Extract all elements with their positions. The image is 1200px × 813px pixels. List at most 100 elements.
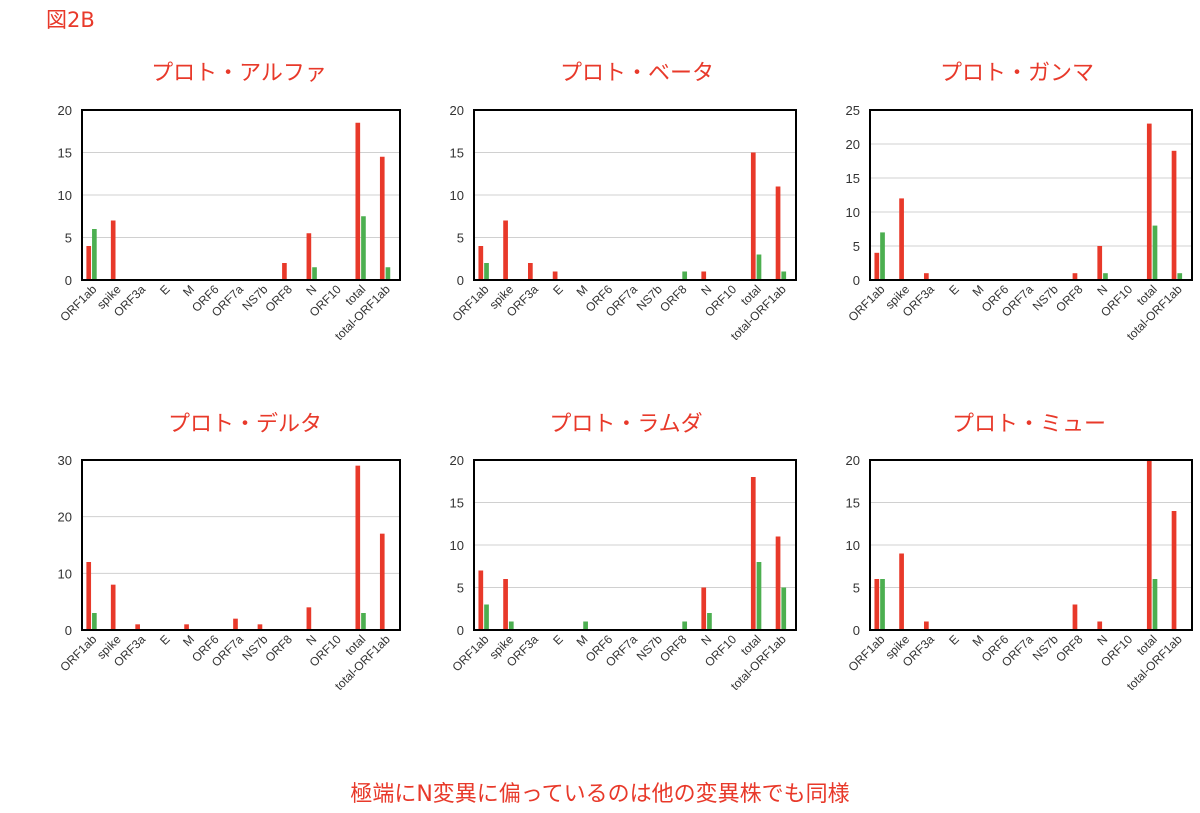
x-category-label: M [180,632,197,649]
y-tick-label: 10 [450,538,464,553]
chart-title-alpha: プロト・アルファ [151,61,327,86]
plot-frame [81,459,401,631]
y-tick-label: 5 [457,581,464,596]
y-tick-label: 20 [58,103,72,118]
bar [1072,604,1078,630]
bar [756,254,762,280]
bar [1152,225,1158,280]
bar [750,152,756,280]
bar [135,624,140,630]
bar [184,624,189,630]
x-category-label: N [698,632,714,648]
bar [1103,273,1108,280]
y-tick-label: 15 [846,171,860,186]
plot-frame [473,109,797,281]
x-category-label: ORF8 [262,632,295,665]
bar [874,252,880,280]
bar [583,621,588,630]
y-tick-label: 5 [853,581,860,596]
x-category-label: E [946,282,962,298]
bar [503,220,508,280]
bar [282,263,287,280]
bar [682,271,688,280]
y-tick-label: 30 [58,453,72,468]
bar [1146,460,1152,630]
x-category-label: N [303,632,319,648]
bar [701,271,707,280]
chart-title-beta: プロト・ベータ [559,61,714,86]
y-tick-label: 15 [58,146,72,161]
y-tick-label: 0 [65,623,72,638]
x-category-label: E [157,282,173,298]
x-category-label: M [970,632,987,649]
bar [701,587,707,630]
x-category-label: E [946,632,962,648]
y-tick-label: 0 [853,623,860,638]
chart-title-mu: プロト・ミュー [951,412,1106,437]
bar [1072,273,1078,280]
x-category-label: M [574,632,591,649]
y-tick-label: 10 [846,205,860,220]
y-tick-label: 5 [853,239,860,254]
y-tick-label: 15 [450,496,464,511]
y-tick-label: 25 [846,103,860,118]
x-category-label: E [550,632,566,648]
bar [257,624,263,630]
bar [923,621,929,630]
x-category-label: M [970,282,987,299]
bar [306,607,312,630]
bar [750,477,756,630]
bar [880,579,885,630]
bar [682,621,688,630]
bar [355,122,361,280]
figure-label: 図2B [46,8,95,32]
bar [923,273,929,280]
bar [110,584,116,630]
bar [781,587,787,630]
y-tick-label: 10 [58,566,72,581]
x-category-label: ORF1ab [450,282,492,324]
bar [86,562,92,630]
y-tick-label: 20 [450,453,464,468]
bar [899,553,904,630]
bar [361,216,366,280]
x-category-label: N [303,282,319,298]
x-category-label: ORF8 [1053,632,1086,665]
bar [86,246,92,280]
x-category-label: ORF1ab [846,282,888,324]
chart-title-lambda: プロト・ラムダ [549,412,703,437]
bar [110,220,116,280]
plot-frame [473,459,797,631]
bar [484,263,489,280]
bar [1171,511,1177,630]
bar [775,186,781,280]
bar [355,465,361,630]
x-category-label: ORF8 [657,632,690,665]
bar [781,271,787,280]
x-category-label: N [1094,632,1110,648]
bar [385,267,391,280]
bar [379,533,385,630]
bar [880,232,885,280]
y-tick-label: 15 [846,496,860,511]
plot-frame [869,459,1193,631]
bar [508,621,514,630]
y-tick-label: 0 [65,273,72,288]
bar [306,233,312,280]
bar [1177,273,1183,280]
plot-frame [81,109,401,281]
y-tick-label: 20 [846,137,860,152]
bar [361,613,366,630]
bar [756,562,762,630]
x-category-label: ORF1ab [57,632,99,674]
y-tick-label: 10 [846,538,860,553]
bar [1171,150,1177,280]
bar [484,604,489,630]
y-tick-label: 20 [58,510,72,525]
bar [312,267,317,280]
